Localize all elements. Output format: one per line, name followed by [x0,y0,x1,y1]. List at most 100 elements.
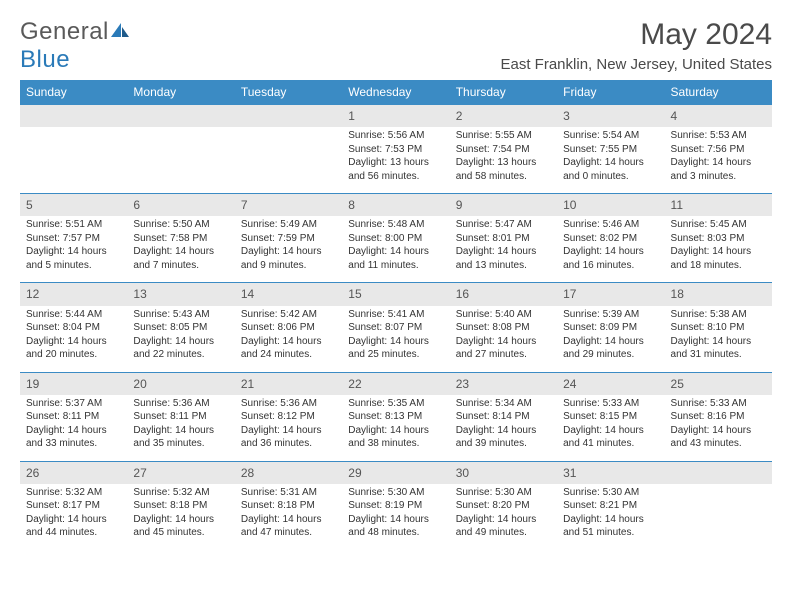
weekday-header: Saturday [665,80,772,105]
sunrise: Sunrise: 5:36 AM [241,397,336,411]
sunset: Sunset: 8:00 PM [348,232,443,246]
calendar-table: SundayMondayTuesdayWednesdayThursdayFrid… [20,80,772,550]
sunrise: Sunrise: 5:50 AM [133,218,228,232]
day-number: 12 [20,283,127,306]
sunset: Sunset: 8:13 PM [348,410,443,424]
sunrise: Sunrise: 5:42 AM [241,308,336,322]
day-detail [235,127,342,194]
sunset: Sunset: 8:07 PM [348,321,443,335]
sunset: Sunset: 8:04 PM [26,321,121,335]
day-number: 20 [127,372,234,395]
day-number: 17 [557,283,664,306]
day-number: 3 [557,105,664,128]
day-detail: Sunrise: 5:44 AMSunset: 8:04 PMDaylight:… [20,306,127,373]
daylight: Daylight: 14 hours and 47 minutes. [241,513,336,540]
sunrise: Sunrise: 5:40 AM [456,308,551,322]
sunset: Sunset: 8:18 PM [133,499,228,513]
sunrise: Sunrise: 5:34 AM [456,397,551,411]
detail-row: Sunrise: 5:51 AMSunset: 7:57 PMDaylight:… [20,216,772,283]
calendar-body: 1234 Sunrise: 5:56 AMSunset: 7:53 PMDayl… [20,105,772,550]
daylight: Daylight: 14 hours and 16 minutes. [563,245,658,272]
day-detail: Sunrise: 5:54 AMSunset: 7:55 PMDaylight:… [557,127,664,194]
day-number [127,105,234,128]
day-number: 11 [665,194,772,217]
sunset: Sunset: 7:58 PM [133,232,228,246]
day-detail: Sunrise: 5:34 AMSunset: 8:14 PMDaylight:… [450,395,557,462]
weekday-row: SundayMondayTuesdayWednesdayThursdayFrid… [20,80,772,105]
sunset: Sunset: 8:09 PM [563,321,658,335]
daynum-row: 567891011 [20,194,772,217]
daylight: Daylight: 14 hours and 25 minutes. [348,335,443,362]
sunrise: Sunrise: 5:31 AM [241,486,336,500]
day-detail [665,484,772,550]
daynum-row: 1234 [20,105,772,128]
sunset: Sunset: 7:55 PM [563,143,658,157]
sunrise: Sunrise: 5:43 AM [133,308,228,322]
sunset: Sunset: 8:14 PM [456,410,551,424]
day-number: 27 [127,461,234,484]
day-detail: Sunrise: 5:48 AMSunset: 8:00 PMDaylight:… [342,216,449,283]
sunrise: Sunrise: 5:53 AM [671,129,766,143]
sunset: Sunset: 8:10 PM [671,321,766,335]
day-detail: Sunrise: 5:30 AMSunset: 8:19 PMDaylight:… [342,484,449,550]
sunset: Sunset: 8:06 PM [241,321,336,335]
detail-row: Sunrise: 5:44 AMSunset: 8:04 PM Daylight:… [20,306,772,373]
day-detail: Sunrise: 5:47 AMSunset: 8:01 PMDaylight:… [450,216,557,283]
header: GeneralBlue May 2024 East Franklin, New … [20,18,772,74]
daylight: Daylight: 14 hours and 13 minutes. [456,245,551,272]
day-detail: Sunrise: 5:36 AMSunset: 8:12 PMDaylight:… [235,395,342,462]
day-detail: Sunrise: 5:55 AMSunset: 7:54 PMDaylight:… [450,127,557,194]
day-number: 10 [557,194,664,217]
day-number [665,461,772,484]
sunset: Sunset: 7:53 PM [348,143,443,157]
sunrise: Sunrise: 5:30 AM [348,486,443,500]
sunset: Sunset: 8:16 PM [671,410,766,424]
daylight: Daylight: 14 hours and 31 minutes. [671,335,766,362]
detail-row: Sunrise: 5:37 AMSunset: 8:11 PMDaylight:… [20,395,772,462]
day-detail: Sunrise: 5:38 AMSunset: 8:10 PMDaylight:… [665,306,772,373]
day-detail: Sunrise: 5:32 AMSunset: 8:18 PMDaylight:… [127,484,234,550]
day-detail: Sunrise: 5:41 AMSunset: 8:07 PMDaylight:… [342,306,449,373]
day-number: 18 [665,283,772,306]
sunset: Sunset: 8:02 PM [563,232,658,246]
daylight: Daylight: 14 hours and 5 minutes. [26,245,121,272]
day-detail: Sunrise: 5:32 AMSunset: 8:17 PMDaylight:… [20,484,127,550]
sunset: Sunset: 8:03 PM [671,232,766,246]
day-number: 30 [450,461,557,484]
sunset: Sunset: 8:18 PM [241,499,336,513]
sunrise: Sunrise: 5:32 AM [133,486,228,500]
detail-row: Sunrise: 5:56 AMSunset: 7:53 PMDaylight:… [20,127,772,194]
day-detail: Sunrise: 5:39 AMSunset: 8:09 PMDaylight:… [557,306,664,373]
sunrise: Sunrise: 5:51 AM [26,218,121,232]
daylight: Daylight: 14 hours and 3 minutes. [671,156,766,183]
sunrise: Sunrise: 5:55 AM [456,129,551,143]
weekday-header: Tuesday [235,80,342,105]
day-number: 19 [20,372,127,395]
sunrise: Sunrise: 5:47 AM [456,218,551,232]
weekday-header: Monday [127,80,234,105]
sunset: Sunset: 8:08 PM [456,321,551,335]
sunrise: Sunrise: 5:35 AM [348,397,443,411]
day-detail: Sunrise: 5:56 AMSunset: 7:53 PMDaylight:… [342,127,449,194]
sunrise: Sunrise: 5:41 AM [348,308,443,322]
day-detail: Sunrise: 5:46 AMSunset: 8:02 PMDaylight:… [557,216,664,283]
sunrise: Sunrise: 5:44 AM [26,308,121,322]
logo-word-1: General [20,18,109,45]
sunset: Sunset: 8:11 PM [26,410,121,424]
sunset: Sunset: 8:17 PM [26,499,121,513]
daylight: Daylight: 14 hours and 44 minutes. [26,513,121,540]
daylight: Daylight: 14 hours and 45 minutes. [133,513,228,540]
sunrise: Sunrise: 5:45 AM [671,218,766,232]
day-detail: Sunrise: 5:36 AMSunset: 8:11 PMDaylight:… [127,395,234,462]
day-number [235,105,342,128]
day-detail: Sunrise: 5:37 AMSunset: 8:11 PMDaylight:… [20,395,127,462]
day-detail: Sunrise: 5:43 AMSunset: 8:05 PMDaylight:… [127,306,234,373]
sunset: Sunset: 8:21 PM [563,499,658,513]
weekday-header: Wednesday [342,80,449,105]
day-number: 23 [450,372,557,395]
day-number: 5 [20,194,127,217]
day-detail: Sunrise: 5:33 AMSunset: 8:15 PMDaylight:… [557,395,664,462]
sunset: Sunset: 8:05 PM [133,321,228,335]
day-detail: Sunrise: 5:45 AMSunset: 8:03 PMDaylight:… [665,216,772,283]
daylight: Daylight: 14 hours and 33 minutes. [26,424,121,451]
